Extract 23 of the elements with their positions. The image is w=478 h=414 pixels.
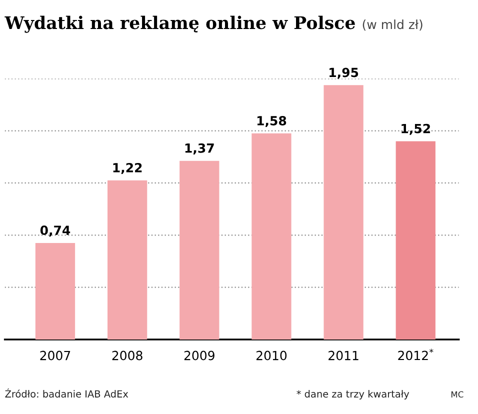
bar — [180, 160, 220, 340]
data-label: 1,58 — [257, 116, 286, 128]
text: * dane za trzy kwartały — [296, 390, 410, 400]
x-tick-label: 2010 — [256, 350, 287, 360]
x-tick-label: 2012$^{*}$ — [398, 348, 434, 360]
text: MC — [451, 391, 464, 398]
data-label: 1,52 — [402, 124, 430, 135]
data-label: 1,22 — [113, 162, 142, 174]
data-label: 1,95 — [330, 68, 358, 79]
data-label: 0,74 — [40, 226, 70, 237]
chart-subtitle: (w mld zł) — [362, 19, 422, 31]
x-tick-label: 2009 — [184, 350, 214, 360]
text: Źródło: badanie IAB AdEx — [5, 388, 128, 398]
bar — [324, 85, 364, 340]
x-tick-label: 2007 — [40, 350, 70, 360]
bar — [252, 133, 292, 340]
x-tick-label: 2011 — [328, 350, 358, 360]
data-label: 1,37 — [185, 143, 214, 154]
chart-title: Wydatki na reklamę online w Polsce — [4, 16, 355, 33]
bar — [35, 242, 76, 340]
bar — [107, 180, 148, 340]
x-tick-label: 2008 — [112, 350, 142, 360]
bar — [396, 141, 436, 340]
